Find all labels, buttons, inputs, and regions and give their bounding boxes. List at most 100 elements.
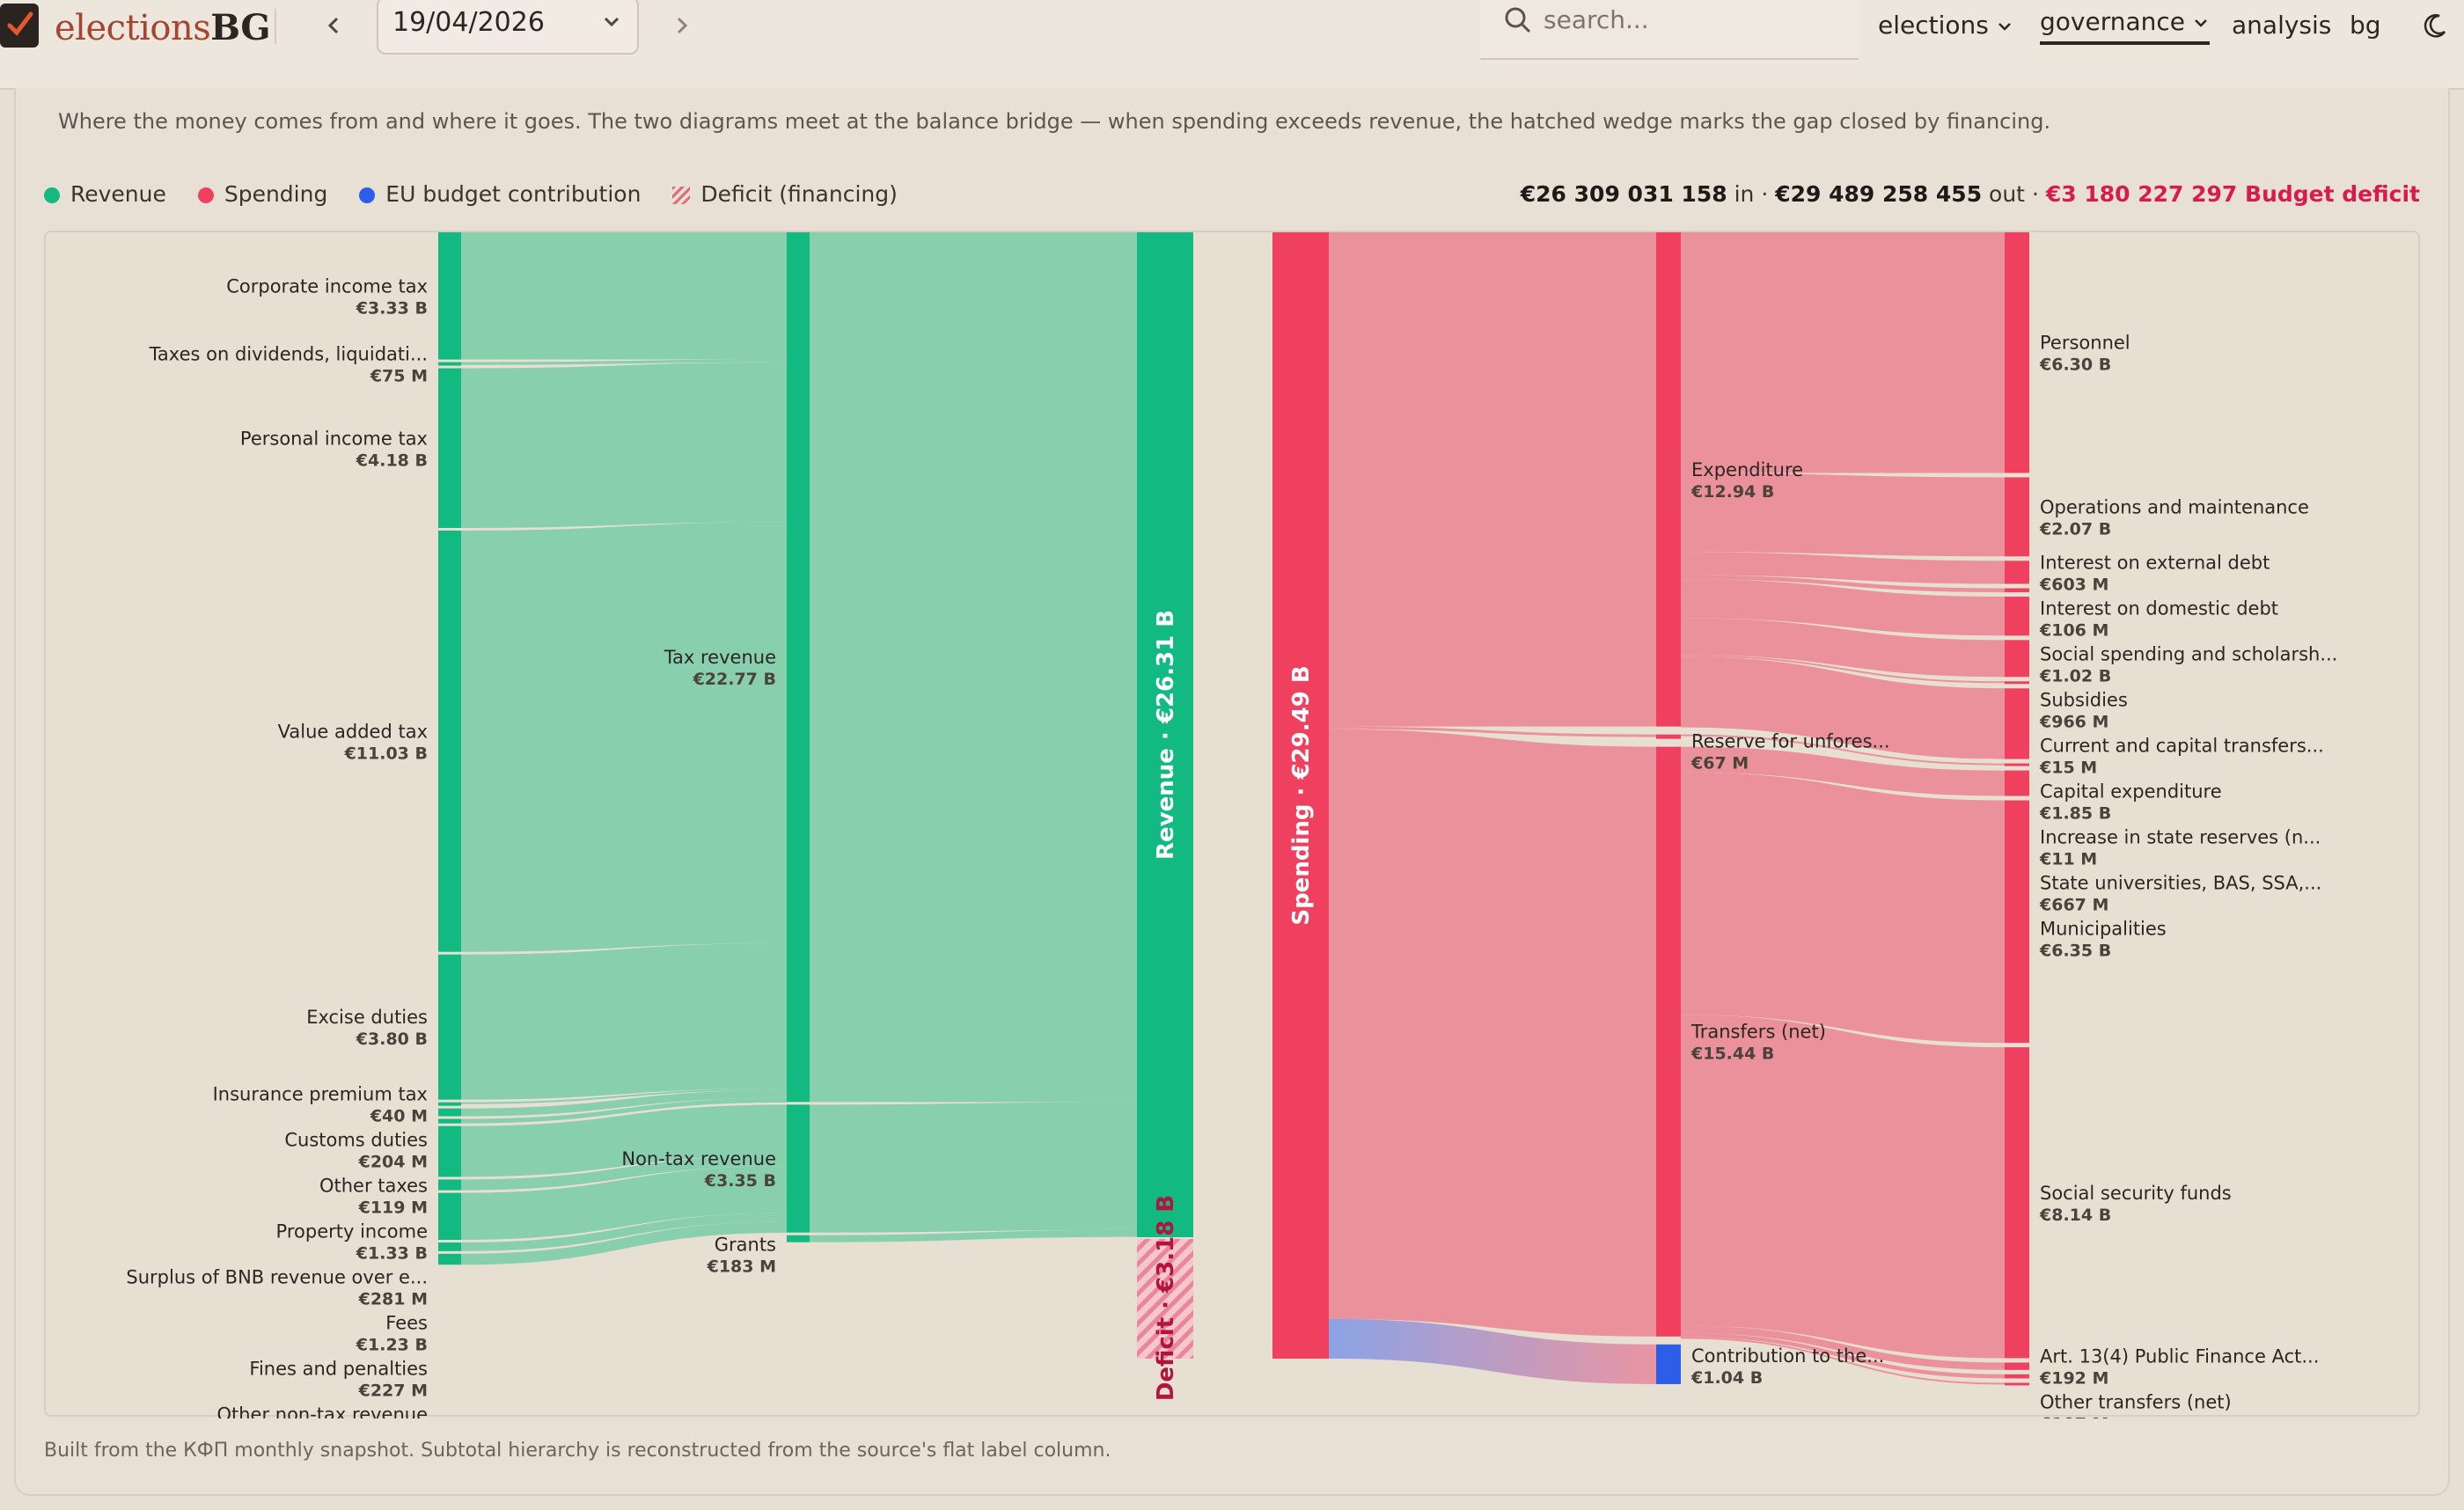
label-revenue-source-name: Excise duties bbox=[306, 1007, 428, 1028]
link-spending-group bbox=[1329, 232, 1656, 727]
label-revenue-group-value: €183 M bbox=[707, 1257, 776, 1277]
node-spending-item bbox=[2005, 688, 2029, 759]
label-spending-item-value: €2.07 B bbox=[2039, 519, 2111, 539]
label-spending-group-value: €12.94 B bbox=[1690, 482, 1774, 502]
label-revenue-source-value: €11.03 B bbox=[344, 744, 428, 763]
budget-summary: €26 309 031 158 in · €29 489 258 455 out… bbox=[1521, 181, 2420, 207]
label-revenue-group-name: Grants bbox=[715, 1235, 776, 1256]
summary-separator: · bbox=[2031, 181, 2039, 207]
sankey-chart: Corporate income tax €3.33 B Taxes on divi… bbox=[44, 231, 2420, 1418]
node-revenue-source bbox=[438, 1242, 461, 1251]
label-spending-item-value: €192 M bbox=[2039, 1369, 2108, 1389]
menu-elections-label: elections bbox=[1878, 11, 1989, 40]
label-spending-item-value: €106 M bbox=[2039, 620, 2108, 640]
link-spending-item bbox=[1681, 579, 2005, 636]
label-revenue-source-name: Property income bbox=[276, 1221, 428, 1242]
node-spending-item bbox=[2005, 561, 2029, 584]
label-revenue-source-name: Customs duties bbox=[284, 1130, 428, 1151]
menu-analysis[interactable]: analysis bbox=[2232, 11, 2331, 40]
link-spending-group bbox=[1329, 726, 1656, 737]
link-revenue-source bbox=[461, 1166, 787, 1240]
legend-deficit-label: Deficit (financing) bbox=[700, 181, 898, 207]
node-spending-item bbox=[2005, 597, 2029, 636]
label-spending-group-name: Reserve for unfores... bbox=[1691, 731, 1890, 752]
label-spending-item-name: Municipalities bbox=[2040, 918, 2167, 939]
logo-check-icon[interactable] bbox=[0, 4, 39, 48]
label-spending-item-value: €667 M bbox=[2039, 895, 2108, 914]
deficit-label: Deficit · €3.18 B bbox=[1153, 1195, 1179, 1401]
legend-deficit-swatch bbox=[672, 187, 691, 204]
link-spending-item bbox=[1681, 232, 2005, 473]
link-revenue-source bbox=[461, 1089, 787, 1117]
node-revenue-group bbox=[787, 232, 810, 1103]
previous-date-button[interactable] bbox=[320, 12, 347, 39]
menu-governance-label: governance bbox=[2040, 7, 2185, 36]
summary-out-amount: €29 489 258 455 bbox=[1775, 181, 1983, 207]
link-revenue-source bbox=[461, 362, 787, 528]
summary-deficit: €3 180 227 297 Budget deficit bbox=[2045, 181, 2420, 207]
link-revenue-group bbox=[810, 1102, 1137, 1233]
search-placeholder: search... bbox=[1544, 5, 1649, 34]
language-toggle[interactable]: bg bbox=[2350, 11, 2381, 40]
link-spending-item bbox=[1681, 655, 2005, 684]
legend-spending: Spending bbox=[197, 181, 327, 207]
link-revenue-source bbox=[461, 1221, 787, 1265]
label-spending-group-name: Expenditure bbox=[1691, 459, 1803, 480]
chevron-down-icon bbox=[2195, 19, 2207, 27]
node-revenue-source bbox=[438, 1253, 461, 1265]
legend-deficit: Deficit (financing) bbox=[672, 181, 898, 207]
label-spending-item-name: Interest on external debt bbox=[2040, 552, 2270, 573]
link-revenue-source bbox=[461, 1213, 787, 1251]
node-revenue-source bbox=[438, 1108, 461, 1117]
label-spending-item-name: Subsidies bbox=[2040, 689, 2128, 710]
label-spending-item-value: €6.30 B bbox=[2039, 356, 2111, 375]
node-revenue-source bbox=[438, 1179, 461, 1191]
divider bbox=[275, 9, 276, 44]
brand-logo[interactable]: electionsBG bbox=[55, 7, 270, 48]
link-spending-item bbox=[1681, 1332, 2005, 1379]
link-revenue-source bbox=[461, 1088, 787, 1104]
label-revenue-source-name: Corporate income tax bbox=[226, 275, 428, 297]
label-revenue-source-value: €1.23 B bbox=[356, 1336, 428, 1355]
chart-footer-note: Built from the КФП monthly snapshot. Sub… bbox=[44, 1440, 1111, 1462]
node-revenue-total bbox=[1137, 232, 1193, 1237]
node-spending-item bbox=[2005, 232, 2029, 473]
label-revenue-source-name: Fines and penalties bbox=[249, 1359, 428, 1380]
theme-moon-icon[interactable] bbox=[2420, 12, 2448, 40]
brand-prefix: elections bbox=[55, 8, 211, 48]
label-revenue-source-value: €3.80 B bbox=[356, 1030, 428, 1049]
link-spending-item bbox=[1681, 552, 2005, 584]
link-spending-group bbox=[1329, 729, 1656, 1337]
date-select[interactable]: 19/04/2026 bbox=[377, 0, 639, 55]
label-spending-item-value: €6.35 B bbox=[2039, 941, 2111, 960]
node-spending-item bbox=[2005, 763, 2029, 766]
node-revenue-group bbox=[787, 1104, 810, 1233]
label-revenue-source-value: €204 M bbox=[358, 1153, 428, 1172]
label-spending-item-value: €15 M bbox=[2039, 758, 2097, 777]
label-revenue-source-value: €119 M bbox=[358, 1198, 428, 1218]
label-revenue-group-name: Non-tax revenue bbox=[621, 1148, 776, 1169]
link-spending-item bbox=[1681, 1325, 2005, 1370]
next-date-button[interactable] bbox=[669, 12, 695, 39]
label-revenue-source-name: Other non-tax revenue bbox=[216, 1404, 428, 1418]
node-spending-item bbox=[2005, 681, 2029, 685]
label-spending-item-value: €1.02 B bbox=[2039, 666, 2111, 685]
link-revenue-source bbox=[461, 359, 787, 365]
node-spending-item bbox=[2005, 1374, 2029, 1379]
node-spending-item bbox=[2005, 477, 2029, 557]
link-spending-item bbox=[1681, 618, 2005, 678]
summary-in-word: in bbox=[1734, 181, 1755, 207]
legend-spending-swatch bbox=[197, 187, 214, 203]
legend-revenue-swatch bbox=[44, 187, 60, 203]
link-revenue-source bbox=[461, 1104, 787, 1177]
search-icon bbox=[1505, 7, 1531, 33]
node-spending-group bbox=[1656, 746, 1681, 1337]
menu-elections[interactable]: elections bbox=[1878, 11, 2013, 40]
menu-governance[interactable]: governance bbox=[2040, 7, 2210, 45]
node-revenue-source bbox=[438, 368, 461, 528]
search-input[interactable]: search... bbox=[1480, 0, 1859, 60]
link-spending-item bbox=[1681, 1337, 2005, 1385]
label-revenue-source-name: Insurance premium tax bbox=[213, 1084, 428, 1105]
link-revenue-source bbox=[461, 522, 787, 952]
link-revenue-source bbox=[461, 1097, 787, 1124]
